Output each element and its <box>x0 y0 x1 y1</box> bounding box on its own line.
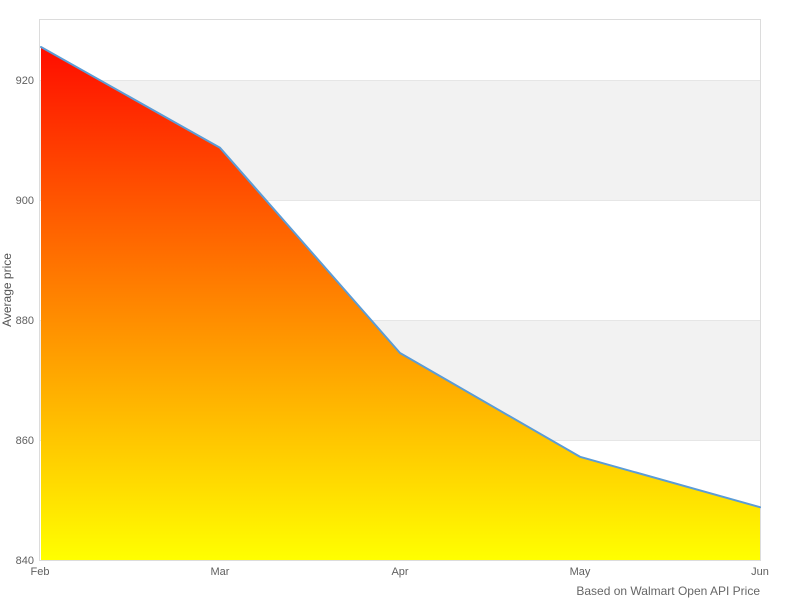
plot-border <box>39 19 761 561</box>
x-axis-label: Feb <box>31 566 50 578</box>
x-axis-label: Mar <box>211 566 230 578</box>
y-axis-labels: 840 860 880 900 920 <box>16 75 34 567</box>
x-axis-label: May <box>570 566 591 578</box>
x-axis-labels: Feb Mar Apr May Jun <box>31 566 769 578</box>
x-axis-label: Apr <box>391 566 408 578</box>
y-axis-label: 860 <box>16 435 34 447</box>
y-axis-label: 880 <box>16 315 34 327</box>
area-series <box>41 47 760 560</box>
y-axis-label: 920 <box>16 75 34 87</box>
line-series <box>40 46 761 509</box>
y-axis-label: 840 <box>16 555 34 567</box>
y-axis-label: 900 <box>16 195 34 207</box>
x-axis-label: Jun <box>751 566 769 578</box>
y-axis-title: Average price <box>0 253 14 327</box>
credit-label: Based on Walmart Open API Price <box>576 584 760 598</box>
